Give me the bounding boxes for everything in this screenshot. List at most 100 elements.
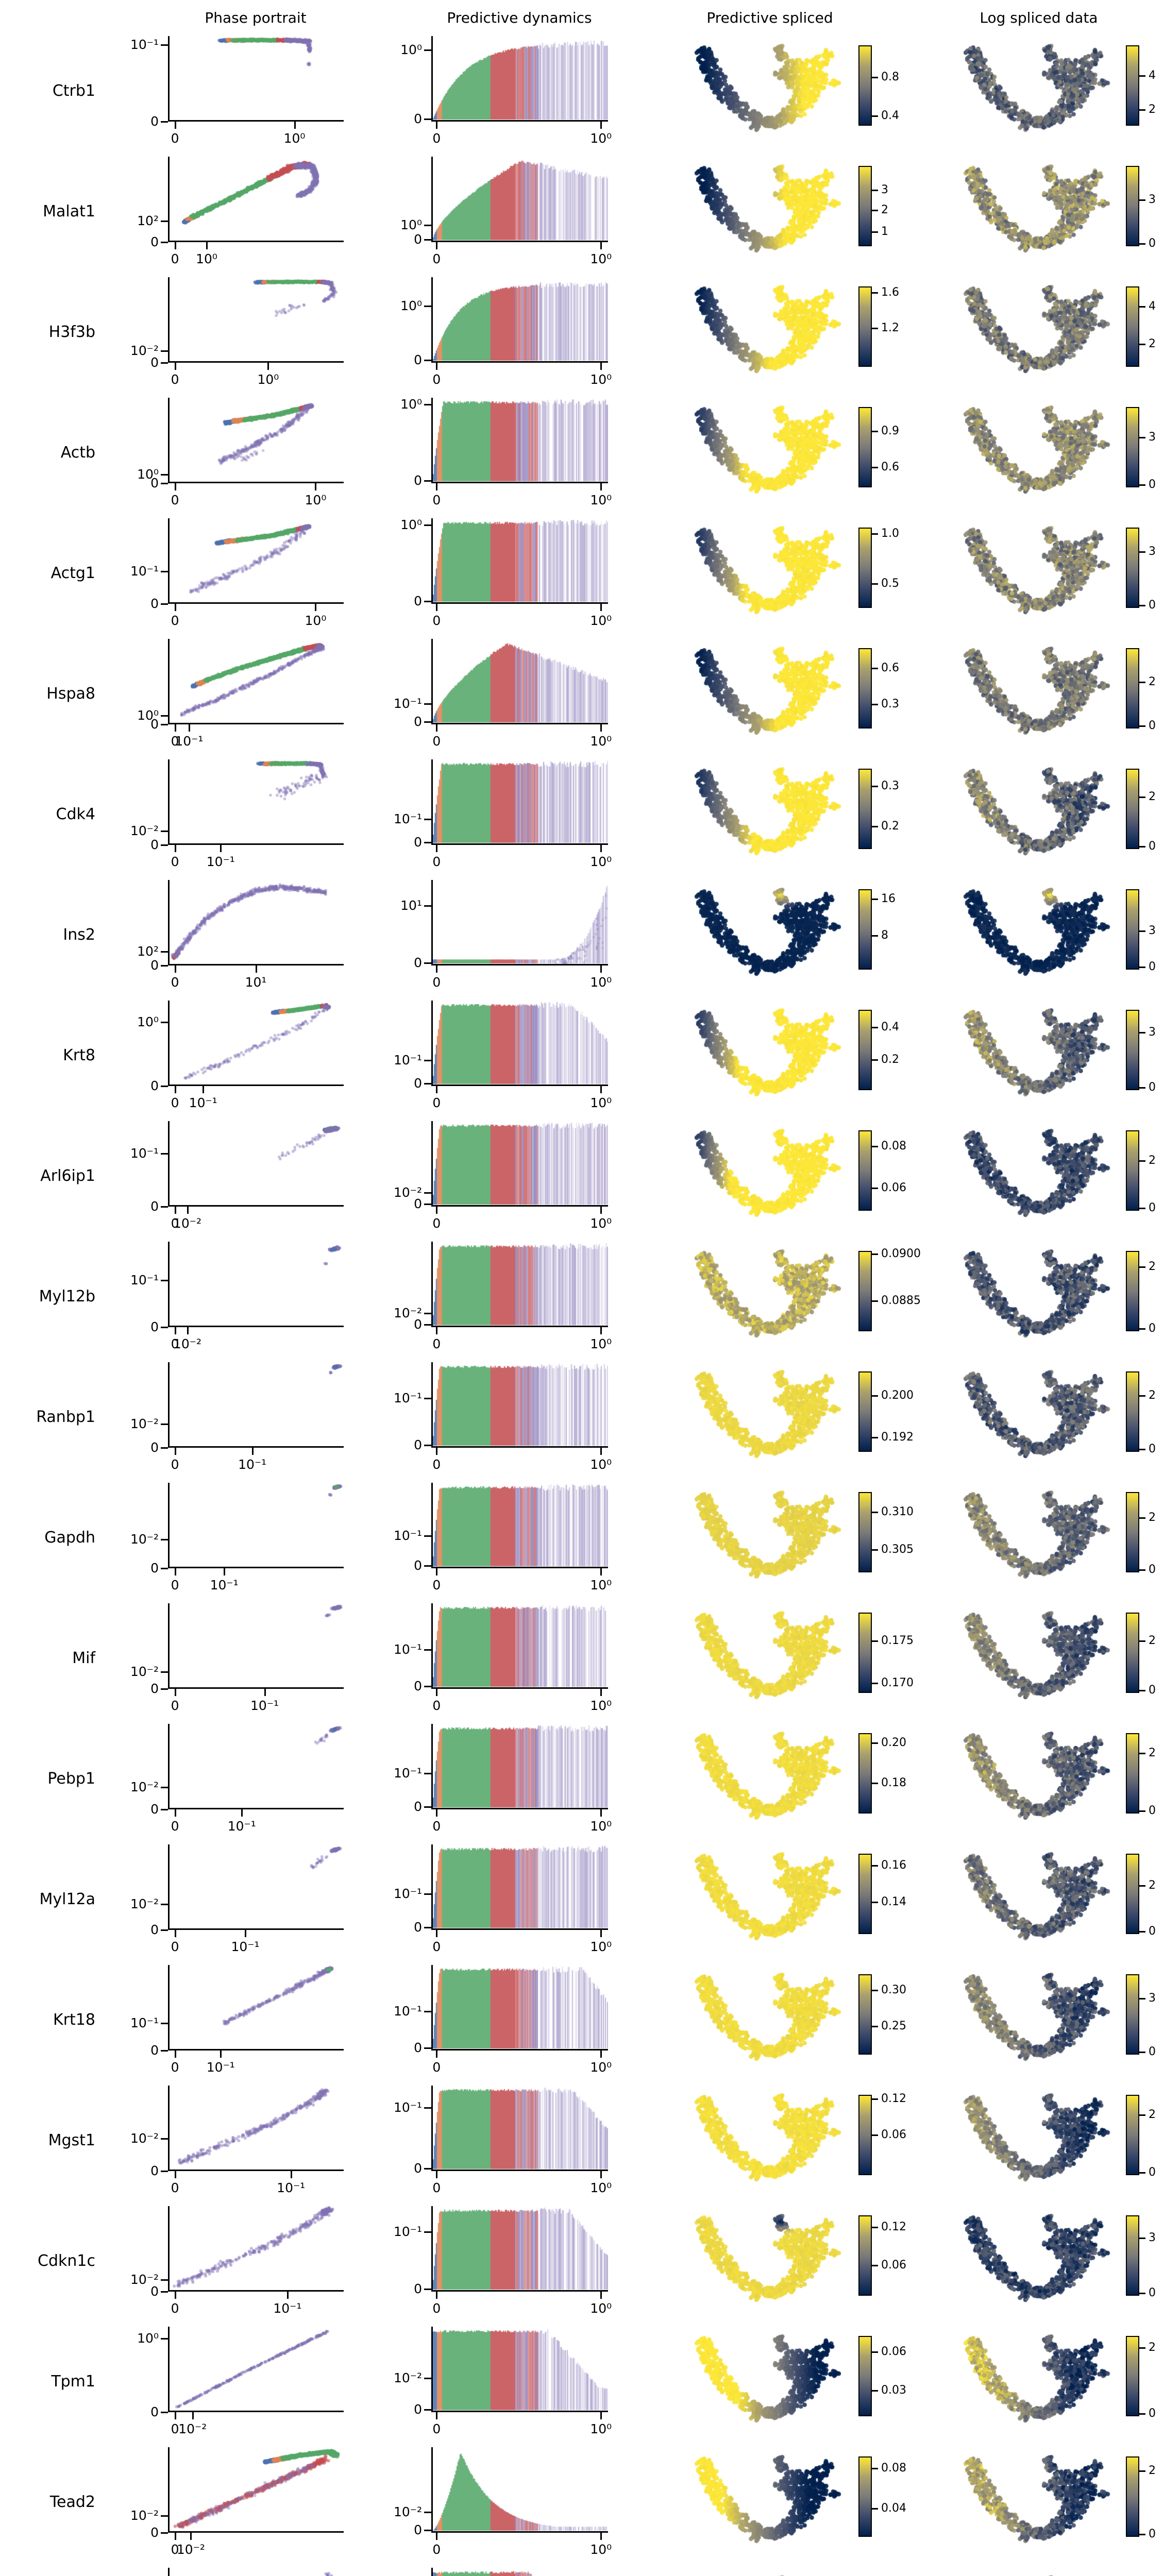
dynamics-x-tick-label: 0 (432, 1457, 441, 1472)
dynamics-y-tick-label: 0 (414, 594, 422, 609)
phase-y-tick-label: 10⁻² (130, 343, 159, 358)
predictive-dynamics-plot (431, 157, 608, 242)
log-spliced-colorbar (1126, 1974, 1139, 2055)
phase-x-tick (174, 2412, 176, 2419)
dynamics-x-tick (436, 122, 438, 129)
dynamics-x-tick-label: 10⁰ (590, 1336, 612, 1351)
phase-portrait-canvas (170, 1724, 344, 1808)
phase-portrait-plot (168, 2568, 344, 2576)
predictive-spliced-colorbar (858, 1854, 872, 1934)
log-spliced-embedding-canvas (960, 1003, 1117, 1104)
log-spliced-embedding-canvas (960, 2208, 1117, 2309)
log-spliced-embedding-canvas (960, 1123, 1117, 1224)
predictive-spliced-colorbar-tick-label: 0.192 (881, 1430, 914, 1444)
phase-y-tick (161, 1538, 168, 1540)
log-spliced-colorbar-tick-label: 2 (1149, 1260, 1156, 1274)
phase-x-tick-label: 0 (171, 1819, 179, 1834)
phase-y-tick-label: 0 (150, 1078, 159, 1093)
predictive-dynamics-plot (431, 2206, 608, 2292)
phase-y-tick-label: 10⁰ (137, 467, 159, 482)
predictive-spliced-embedding-canvas (691, 1726, 848, 1827)
predictive-spliced-colorbar (858, 45, 872, 126)
predictive-spliced-colorbar-tick-label: 1 (881, 225, 888, 238)
gene-row-actb: Actb 10⁰ 0 0 10⁰ 10⁰ 0 0 10⁰ 0.9 0.6 3 0 (0, 393, 1164, 513)
log-spliced-embedding-canvas (960, 1605, 1117, 1706)
phase-portrait-plot (168, 36, 344, 122)
phase-x-tick-label: 10⁻¹ (206, 2060, 235, 2075)
predictive-spliced-embedding-canvas (691, 2208, 848, 2309)
phase-y-tick (161, 242, 168, 243)
predictive-spliced-colorbar-tick (872, 209, 878, 211)
phase-y-tick (161, 1423, 168, 1425)
phase-x-tick (174, 122, 176, 129)
gene-row-myl12a: Myl12a 10⁻² 0 0 10⁻¹ 10⁻¹ 0 0 10⁰ 0.16 0.14 2 0 (0, 1839, 1164, 1960)
dynamics-y-tick-label: 10⁻² (393, 1306, 422, 1321)
predictive-spliced-colorbar-tick-label: 0.12 (881, 2221, 906, 2234)
dynamics-y-tick-label: 0 (414, 352, 422, 368)
log-spliced-colorbar (1126, 1733, 1139, 1814)
phase-portrait-plot (168, 1844, 344, 1930)
dynamics-x-tick (436, 242, 438, 249)
dynamics-y-tick-label: 10⁻² (393, 1185, 422, 1200)
predictive-spliced-colorbar-tick (872, 1683, 878, 1685)
gene-row-tpm1: Tpm1 10⁰ 0 0 10⁻² 10⁻² 0 0 10⁰ 0.06 0.03 2 0 (0, 2321, 1164, 2442)
dynamics-x-tick (436, 483, 438, 490)
gene-row-krt18: Krt18 10⁻¹ 0 0 10⁻¹ 10⁻¹ 0 0 10⁰ 0.30 0.25 3 0 (0, 1960, 1164, 2080)
gene-row-cdk4: Cdk4 10⁻² 0 0 10⁻¹ 10⁻¹ 0 0 10⁰ 0.3 0.2 2 0 (0, 754, 1164, 875)
phase-x-tick (220, 2050, 222, 2058)
log-spliced-colorbar-tick-label: 2 (1149, 1511, 1156, 1524)
predictive-dynamics-plot (431, 1242, 608, 1327)
phase-x-tick-label: 10⁻¹ (231, 1939, 260, 1954)
log-spliced-colorbar-tick (1139, 2293, 1145, 2295)
dynamics-y-tick (424, 2409, 431, 2411)
dynamics-y-tick-label: 10⁻¹ (393, 1528, 422, 1543)
dynamics-x-tick (600, 363, 602, 370)
gene-row-mif: Mif 10⁻² 0 0 10⁻¹ 10⁻¹ 0 0 10⁰ 0.175 0.170 2 0 (0, 1598, 1164, 1719)
dynamics-x-tick (436, 965, 438, 973)
predictive-spliced-colorbar-tick-label: 0.5 (881, 577, 899, 590)
phase-portrait-canvas (170, 1844, 344, 1928)
gene-label: Hspa8 (46, 685, 95, 703)
phase-y-tick-label: 0 (150, 2404, 159, 2419)
phase-y-tick-label: 10⁻¹ (130, 1146, 159, 1161)
gene-row-actg1: Actg1 10⁻¹ 0 0 10⁰ 10⁰ 0 0 10⁰ 1.0 0.5 3 0 (0, 513, 1164, 634)
log-spliced-colorbar-tick (1139, 2347, 1145, 2349)
predictive-spliced-colorbar-tick-label: 1.0 (881, 527, 899, 540)
log-spliced-colorbar-tick (1139, 1640, 1145, 1642)
phase-portrait-plot (168, 2327, 344, 2412)
phase-x-tick-label: 0 (171, 251, 179, 266)
predictive-spliced-colorbar-tick (872, 231, 878, 233)
phase-y-tick (161, 474, 168, 476)
phase-y-tick-label: 10⁰ (137, 2331, 159, 2346)
dynamics-y-tick-label: 0 (414, 1679, 422, 1694)
phase-y-tick (161, 724, 168, 725)
dynamics-x-tick-label: 0 (432, 372, 441, 387)
dynamics-x-tick-label: 10⁰ (590, 1698, 612, 1713)
phase-y-tick (161, 2050, 168, 2052)
predictive-spliced-colorbar-tick-label: 0.0900 (881, 1247, 921, 1261)
dynamics-y-tick (424, 2010, 431, 2012)
phase-y-tick (161, 1327, 168, 1328)
predictive-spliced-colorbar-tick-label: 0.0885 (881, 1294, 921, 1307)
log-spliced-colorbar-tick (1139, 484, 1145, 486)
phase-y-tick-label: 0 (150, 1199, 159, 1214)
dynamics-y-tick (424, 1806, 431, 1808)
phase-y-tick (161, 2412, 168, 2413)
predictive-dynamics-canvas (433, 2568, 608, 2576)
log-spliced-colorbar (1126, 1613, 1139, 1693)
phase-y-tick (161, 1568, 168, 1569)
phase-x-tick (174, 1086, 176, 1093)
log-spliced-colorbar (1126, 648, 1139, 728)
log-spliced-colorbar (1126, 407, 1139, 487)
log-spliced-colorbar-tick-label: 0 (1149, 2286, 1156, 2300)
predictive-spliced-colorbar-tick-label: 16 (881, 892, 896, 905)
dynamics-x-tick-label: 0 (432, 1578, 441, 1592)
phase-x-tick-label: 10⁻¹ (250, 1698, 279, 1713)
log-spliced-colorbar-tick-label: 3 (1149, 545, 1156, 558)
predictive-spliced-colorbar-tick (872, 2351, 878, 2353)
phase-x-tick-label: 0 (171, 131, 179, 146)
phase-y-tick-label: 0 (150, 234, 159, 249)
phase-portrait-canvas (170, 2447, 344, 2531)
phase-portrait-plot (168, 1483, 344, 1568)
predictive-spliced-colorbar (858, 2336, 872, 2416)
